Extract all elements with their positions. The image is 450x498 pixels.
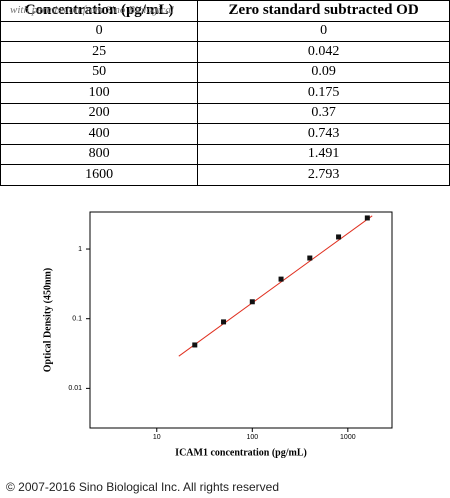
table-row: 100 0.175	[0, 82, 450, 104]
x-axis-title: ICAM1 concentration (pg/mL)	[175, 447, 307, 458]
point	[336, 234, 342, 240]
point	[307, 255, 313, 261]
table-row: 400 0.743	[0, 123, 450, 145]
point	[221, 319, 227, 325]
y-tick-label: 0.01	[68, 385, 82, 392]
table-cell: 1600	[0, 164, 199, 186]
fit-line	[178, 215, 373, 357]
y-axis-title: Optical Density (450nm)	[42, 268, 53, 372]
point	[192, 342, 198, 348]
x-tick-label: 10	[153, 434, 161, 441]
x-tick-label: 1000	[340, 434, 356, 441]
y-tick-label: 1	[78, 246, 82, 253]
point	[278, 276, 284, 282]
header-cell: Concentration (pg/mL)	[0, 0, 199, 22]
table-row: 1600 2.793	[0, 164, 450, 186]
watermark: with permission from Sino Biological	[10, 4, 174, 16]
table-cell: 2.793	[197, 164, 450, 186]
table-cell: 100	[0, 82, 199, 104]
point	[364, 215, 370, 221]
y-tick-label: 0.1	[72, 316, 82, 323]
x-tick-label: 100	[246, 434, 258, 441]
point	[249, 299, 255, 305]
footer: © 2007-2016 Sino Biological Inc. All rig…	[6, 480, 279, 494]
data-table: Concentration (pg/mL) Zero standard subtr…	[0, 0, 450, 186]
plot-frame	[89, 211, 393, 429]
